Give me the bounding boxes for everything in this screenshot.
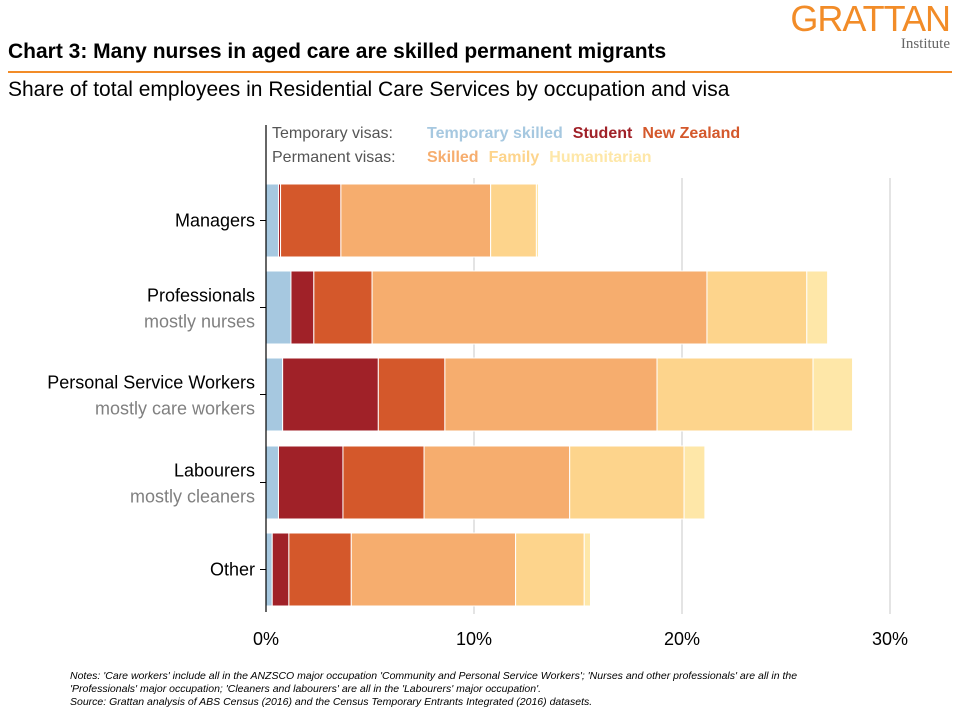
chart-title: Chart 3: Many nurses in aged care are sk…	[8, 40, 667, 63]
x-tick-label: 30%	[872, 629, 908, 649]
category-sublabel: mostly care workers	[95, 399, 255, 419]
bar-segment-student	[277, 445, 344, 520]
x-tick-label: 0%	[253, 629, 279, 649]
legend-entry: Family	[489, 149, 540, 166]
category-label: Personal Service Workers	[47, 373, 255, 393]
legend-permanent-label: Permanent visas:	[272, 149, 396, 166]
category-label: Labourers	[174, 461, 255, 481]
bar-segment-humanitarian	[583, 532, 591, 607]
bar-segment-student	[290, 270, 315, 345]
notes-line-1: Notes: 'Care workers' include all in the…	[70, 670, 798, 682]
category-label: Other	[210, 560, 255, 580]
bar-segment-humanitarian	[812, 357, 854, 432]
bar-segment-family	[656, 357, 814, 432]
x-tick-label: 10%	[456, 629, 492, 649]
bar-segment-skilled	[350, 532, 517, 607]
bar-segment-new-zealand	[288, 532, 352, 607]
bar-segment-new-zealand	[377, 357, 446, 432]
category-label: Managers	[175, 211, 255, 231]
bar-segment-skilled	[423, 445, 571, 520]
logo-sub: Institute	[900, 36, 950, 52]
bar-segment-temporary-skilled	[265, 357, 284, 432]
legend-entry: New Zealand	[642, 125, 740, 142]
bar-segment-skilled	[371, 270, 708, 345]
grattan-logo: GRATTAN Institute	[790, 0, 951, 53]
category-sublabel: mostly nurses	[144, 312, 255, 332]
x-tick-label: 20%	[664, 629, 700, 649]
logo-main: GRATTAN	[790, 0, 951, 39]
legend-entry: Temporary skilled	[427, 125, 563, 142]
category-label: Professionals	[147, 286, 255, 306]
bar-segment-skilled	[444, 357, 658, 432]
bar-segment-family	[515, 532, 585, 607]
bar-segment-temporary-skilled	[265, 445, 279, 520]
category-sublabel: mostly cleaners	[130, 487, 255, 507]
legend-temporary-label: Temporary visas:	[272, 125, 393, 142]
bar-segment-student	[271, 532, 290, 607]
chart-notes: Notes: 'Care workers' include all in the…	[70, 670, 797, 709]
bar-segment-humanitarian	[535, 183, 539, 258]
title-divider	[8, 71, 952, 73]
notes-line-2: 'Professionals' major occupation; 'Clean…	[70, 683, 542, 695]
bar-segment-temporary-skilled	[265, 183, 279, 258]
legend-entry: Humanitarian	[549, 149, 651, 166]
bar-segment-new-zealand	[342, 445, 425, 520]
bar-segment-family	[706, 270, 808, 345]
bar-segment-temporary-skilled	[265, 532, 273, 607]
bar-segment-new-zealand	[313, 270, 373, 345]
legend-entry: Student	[573, 125, 633, 142]
source-line: Source: Grattan analysis of ABS Census (…	[70, 696, 593, 708]
bar-segment-new-zealand	[280, 183, 342, 258]
bar-segment-humanitarian	[683, 445, 706, 520]
bar-segment-skilled	[340, 183, 492, 258]
bar-segment-family	[490, 183, 537, 258]
bar-segment-humanitarian	[806, 270, 829, 345]
bar-segment-student	[282, 357, 379, 432]
bar-segment-temporary-skilled	[265, 270, 292, 345]
chart-subtitle: Share of total employees in Residential …	[8, 78, 730, 101]
bar-segment-family	[569, 445, 685, 520]
legend-entry: Skilled	[427, 149, 479, 166]
